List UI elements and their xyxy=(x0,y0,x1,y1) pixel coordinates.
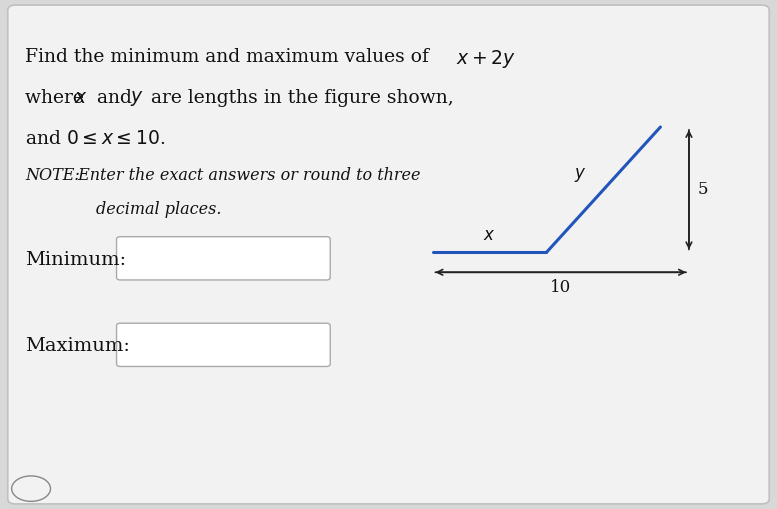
Text: NOTE:: NOTE: xyxy=(25,167,79,184)
Text: $x$: $x$ xyxy=(74,89,88,107)
Text: $x$: $x$ xyxy=(483,227,496,244)
Text: and $0 \leq x \leq 10$.: and $0 \leq x \leq 10$. xyxy=(25,130,166,148)
Text: 10: 10 xyxy=(550,279,571,296)
Text: Find the minimum and maximum values of: Find the minimum and maximum values of xyxy=(25,48,435,66)
Text: Minimum:: Minimum: xyxy=(25,250,126,269)
Text: Maximum:: Maximum: xyxy=(25,337,130,355)
Text: Enter the exact answers or round to three: Enter the exact answers or round to thre… xyxy=(73,167,420,184)
Text: where: where xyxy=(25,89,89,107)
Text: are lengths in the figure shown,: are lengths in the figure shown, xyxy=(145,89,454,107)
Text: $x + 2y$: $x + 2y$ xyxy=(456,48,516,70)
Text: 5: 5 xyxy=(698,181,708,198)
Text: $y$: $y$ xyxy=(130,89,144,108)
Text: decimal places.: decimal places. xyxy=(96,201,222,218)
Text: and: and xyxy=(91,89,138,107)
Text: $y$: $y$ xyxy=(574,166,587,184)
